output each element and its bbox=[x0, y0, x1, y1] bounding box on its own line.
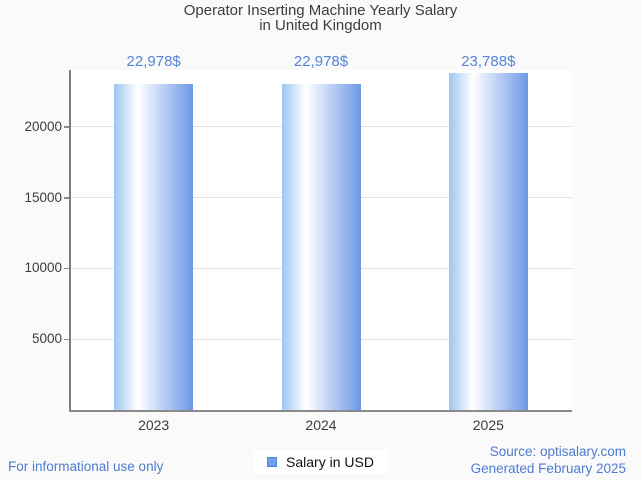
bar-2024 bbox=[281, 84, 361, 410]
y-tick-label-15000: 15000 bbox=[24, 189, 62, 205]
y-tick-label-10000: 10000 bbox=[24, 260, 62, 276]
x-tick-label-2025: 2025 bbox=[472, 417, 504, 433]
value-label-2025: 23,788$ bbox=[461, 53, 516, 70]
legend-swatch-icon bbox=[267, 457, 278, 467]
y-axis-tick-10000 bbox=[63, 267, 70, 270]
legend-item: Salary in USD bbox=[253, 450, 388, 474]
generated-date: Generated February 2025 bbox=[470, 461, 626, 476]
x-axis-line bbox=[69, 410, 572, 412]
value-label-2023: 22,978$ bbox=[126, 53, 181, 70]
chart-title-line1: Operator Inserting Machine Yearly Salary bbox=[183, 2, 458, 19]
legend-label: Salary in USD bbox=[286, 454, 374, 470]
y-tick-label-20000: 20000 bbox=[24, 118, 62, 134]
x-tick-label-2024: 2024 bbox=[305, 417, 337, 433]
y-tick-label-5000: 5000 bbox=[31, 331, 62, 347]
source-link[interactable]: Source: optisalary.com bbox=[489, 444, 626, 459]
disclaimer-text: For informational use only bbox=[8, 459, 164, 474]
y-axis-tick-15000 bbox=[63, 197, 70, 199]
chart-title: Operator Inserting Machine Yearly Salary… bbox=[0, 2, 641, 34]
bar-2023 bbox=[114, 84, 194, 410]
x-tick-label-2023: 2023 bbox=[138, 417, 170, 433]
source-info: Source: optisalary.com Generated Februar… bbox=[471, 443, 626, 477]
y-axis-tick-5000 bbox=[63, 338, 70, 341]
legend: Salary in USD bbox=[0, 450, 641, 474]
y-axis-line bbox=[69, 70, 71, 412]
chart-title-line2: in United Kingdom bbox=[259, 16, 382, 34]
y-axis-tick-20000 bbox=[63, 126, 70, 128]
bar-2025 bbox=[448, 73, 528, 410]
value-label-2024: 22,978$ bbox=[293, 53, 349, 70]
